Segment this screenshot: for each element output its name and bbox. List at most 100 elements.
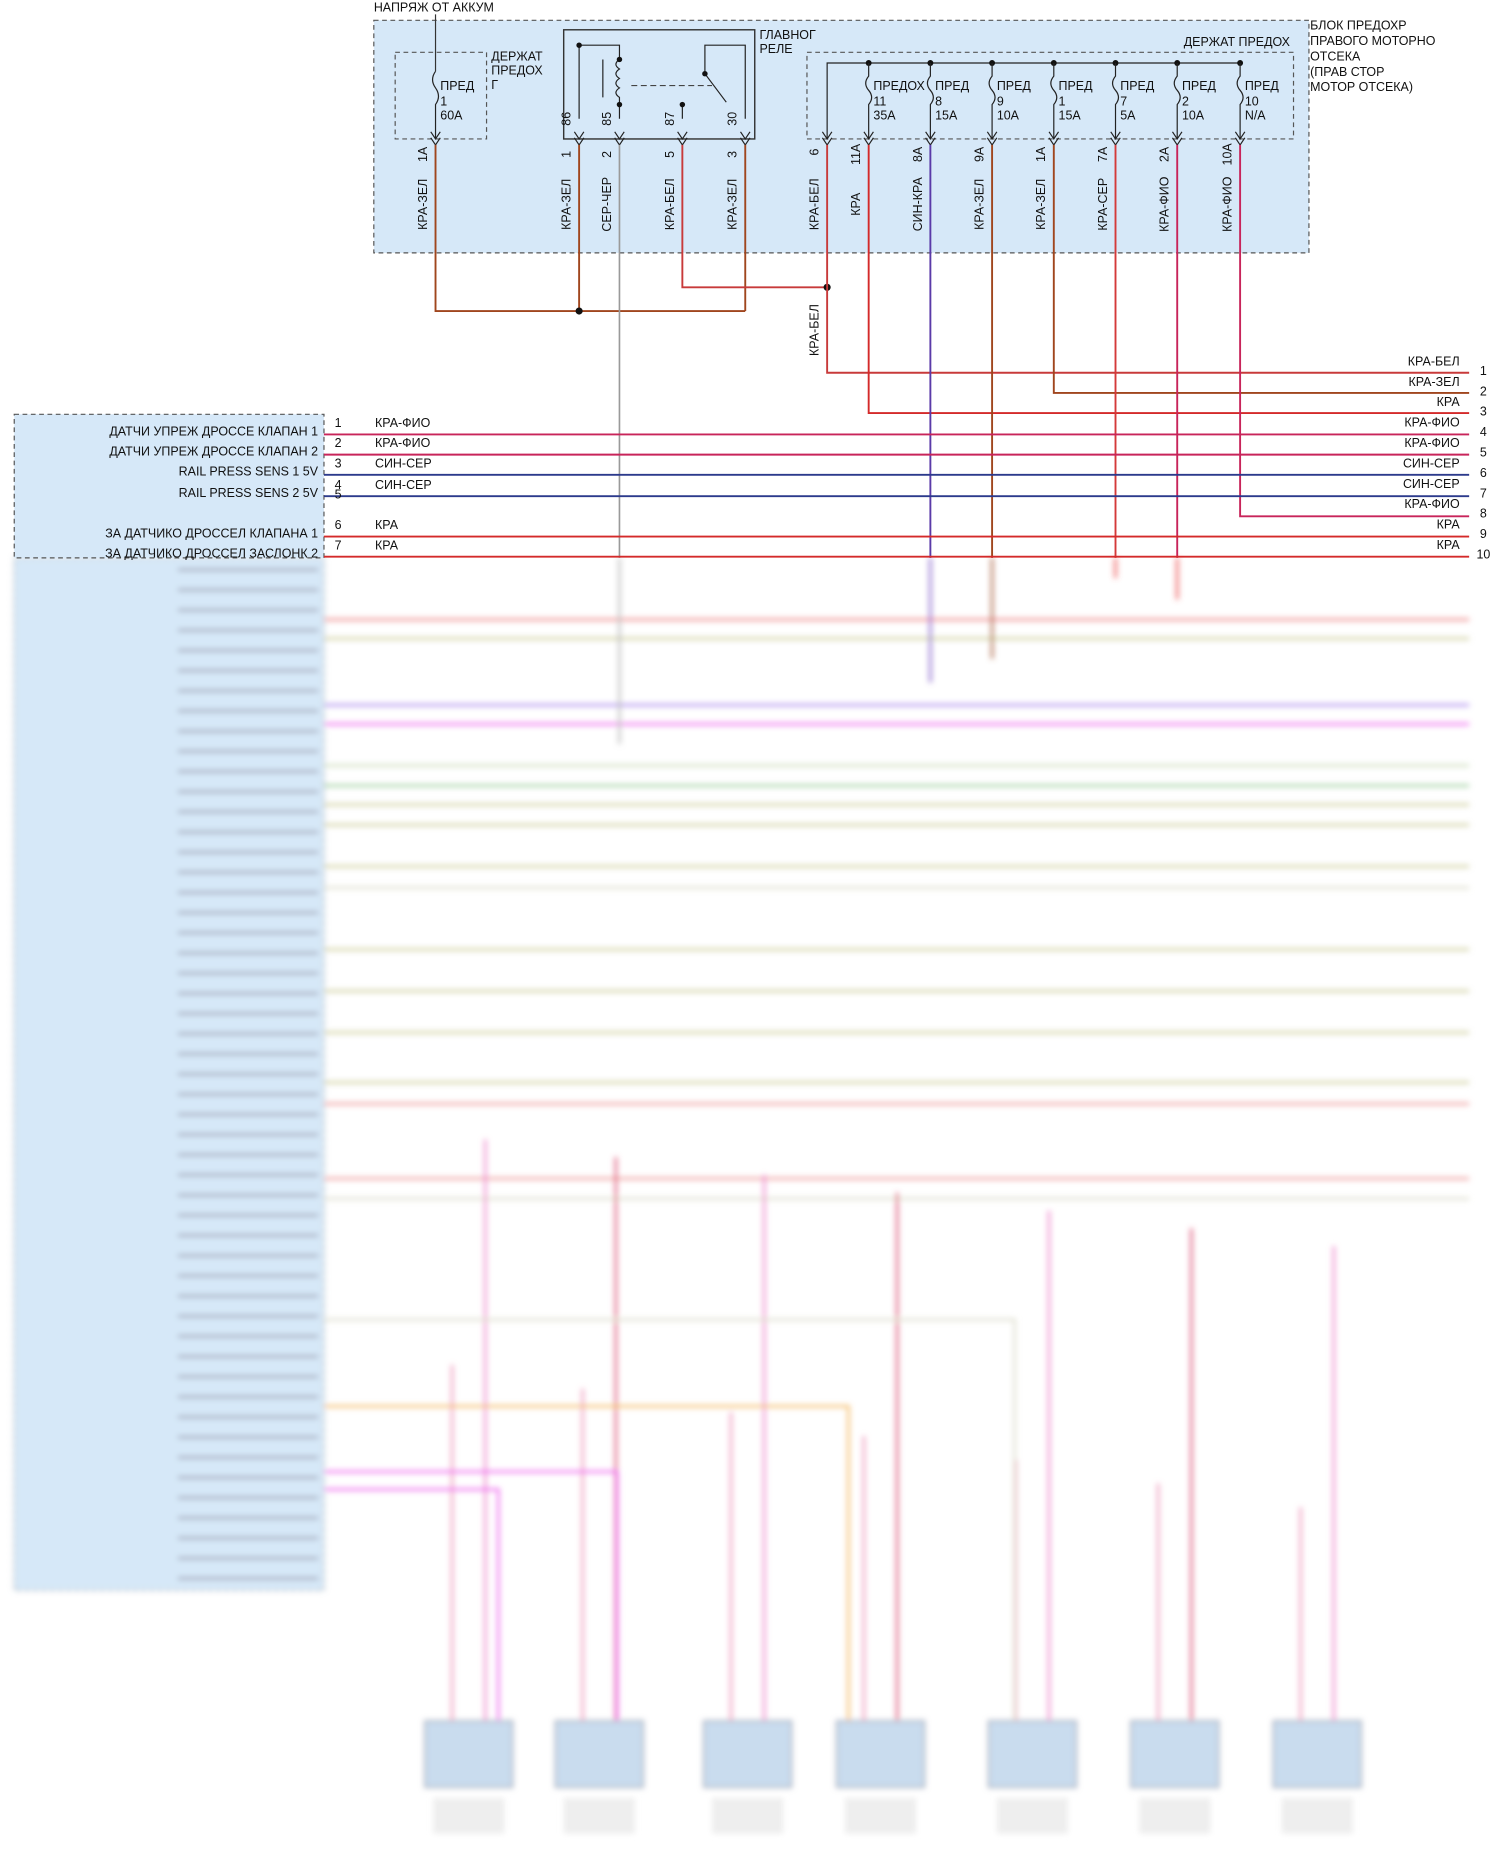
- splice: [616, 56, 623, 63]
- pin-number: 8: [1480, 507, 1487, 521]
- fuse-type: ПРЕД: [1245, 79, 1280, 93]
- pin-number: 4: [1480, 425, 1487, 439]
- ecu-pin-label: ДАТЧИ УПРЕЖ ДРОССЕ КЛАПАН 1: [109, 424, 318, 438]
- wire-label: КРА-ЗЕЛ: [1408, 375, 1459, 389]
- component-label: [996, 1797, 1069, 1834]
- fuse-number: 1: [440, 94, 447, 108]
- pin-number: 1: [335, 416, 342, 430]
- relay-terminal: 87: [663, 112, 677, 126]
- connector-pin: [1234, 131, 1246, 146]
- fuse-number: 1: [1059, 94, 1066, 108]
- wire-label: КРА-ЗЕЛ: [416, 179, 430, 230]
- pin-number: 5: [1480, 446, 1487, 460]
- connector-pin: [573, 131, 585, 146]
- ecu-pin-label: ЗА ДАТЧИКО ДРОССЕЛ ЗАСЛОНК 2: [105, 547, 318, 561]
- pin-label: 1A: [1034, 146, 1048, 162]
- wire-label: СИН-СЕР: [375, 456, 432, 470]
- relay-terminal: 86: [560, 112, 574, 126]
- wire-label: КРА-ФИО: [1404, 497, 1460, 511]
- blurred-lower-section: [13, 557, 1470, 1834]
- relay-coil: [578, 44, 621, 119]
- holder-label: ДЕРЖАТ: [491, 49, 543, 63]
- splice: [575, 307, 583, 315]
- pin-number: 3: [1480, 405, 1487, 419]
- wire: [681, 144, 828, 289]
- fuse-symbol: [865, 63, 873, 139]
- ecu-box: [13, 413, 325, 559]
- fuse-type: ПРЕД: [1059, 79, 1094, 93]
- block-label: ПРАВОГО МОТОРНО: [1310, 34, 1436, 48]
- main-relay: [562, 29, 756, 140]
- wire-label: КРА-ЗЕЛ: [1034, 179, 1048, 230]
- fuse-rating: 35A: [873, 109, 896, 123]
- wire-label: КРА-ЗЕЛ: [973, 179, 987, 230]
- component-label: [433, 1797, 505, 1834]
- pin-label: 8A: [911, 146, 925, 162]
- component-label: [844, 1797, 917, 1834]
- wire-label: КРА: [1437, 395, 1461, 409]
- pin-label: 1: [560, 151, 574, 158]
- wire-label: КРА: [849, 192, 863, 216]
- connector-pin: [740, 131, 751, 146]
- pin-label: 1A: [416, 146, 430, 162]
- wire-label: КРА-ФИО: [375, 436, 431, 450]
- fuse-number: 7: [1120, 94, 1127, 108]
- fuse-holder-g: [394, 51, 488, 140]
- fuse-symbol: [1236, 63, 1244, 139]
- wire-label: КРА-ФИО: [1221, 176, 1235, 232]
- pin-number: 7: [1480, 486, 1487, 500]
- component-label: [1139, 1797, 1211, 1834]
- fuse-type: ПРЕД: [1182, 79, 1217, 93]
- splice: [576, 42, 582, 48]
- ecu-pin-label: RAIL PRESS SENS 2 5V: [179, 486, 319, 500]
- fuse-type: ПРЕД: [935, 79, 970, 93]
- fuse-symbol: [926, 63, 934, 139]
- fuse-rating: 5A: [1120, 109, 1136, 123]
- fuse-holder: [806, 51, 1295, 140]
- wire: [826, 144, 1470, 374]
- fuse-symbol: [1111, 63, 1120, 139]
- pin-number: 7: [335, 538, 342, 552]
- component: [703, 1720, 793, 1788]
- splice: [616, 101, 623, 108]
- connector-pin: [614, 131, 625, 146]
- fuse-number: 2: [1182, 94, 1189, 108]
- connector-pin: [1171, 131, 1183, 146]
- pin-number: 2: [1480, 384, 1487, 398]
- relay-terminal: 30: [726, 112, 740, 126]
- pin-number: 9: [1480, 527, 1487, 541]
- wire-label: КРА: [1437, 538, 1461, 552]
- connector-pin: [1110, 131, 1121, 146]
- component: [424, 1720, 514, 1788]
- connector-pin: [1048, 131, 1060, 146]
- wire-label: КРА-СЕР: [1096, 178, 1110, 231]
- holder-label: ПРЕДОХ: [491, 64, 543, 78]
- wire-label: СЕР-ЧЕР: [600, 177, 614, 232]
- fuse-type: ПРЕДОХ: [873, 79, 925, 93]
- connector-pin: [863, 131, 874, 146]
- fuse-type: ПРЕД: [440, 79, 475, 93]
- component-label: [563, 1797, 635, 1834]
- fuse-rating: N/A: [1245, 109, 1266, 123]
- connector-pin: [986, 131, 998, 146]
- component: [836, 1720, 926, 1788]
- wire: [434, 144, 746, 312]
- pin-label: 2A: [1158, 146, 1172, 162]
- wire: [323, 1470, 619, 1721]
- wire-label: КРА-БЕЛ: [1408, 354, 1460, 368]
- fuse-number: 8: [935, 94, 942, 108]
- wire: [867, 144, 1470, 415]
- wire-label: КРА: [375, 538, 399, 552]
- block-label: БЛОК ПРЕДОХР: [1310, 19, 1406, 33]
- pin-label: 5: [663, 151, 677, 158]
- pin-label: 6: [808, 148, 822, 155]
- pin-number: 10: [1476, 548, 1490, 562]
- pin-label: 11A: [849, 143, 863, 165]
- pin-number: 5: [335, 487, 342, 501]
- fuse-number: 9: [997, 94, 1004, 108]
- fuse-number: 11: [873, 94, 886, 108]
- fuse-rating: 10A: [997, 109, 1020, 123]
- wire-label: СИН-СЕР: [375, 478, 432, 492]
- wire-label: СИН-СЕР: [1403, 477, 1460, 491]
